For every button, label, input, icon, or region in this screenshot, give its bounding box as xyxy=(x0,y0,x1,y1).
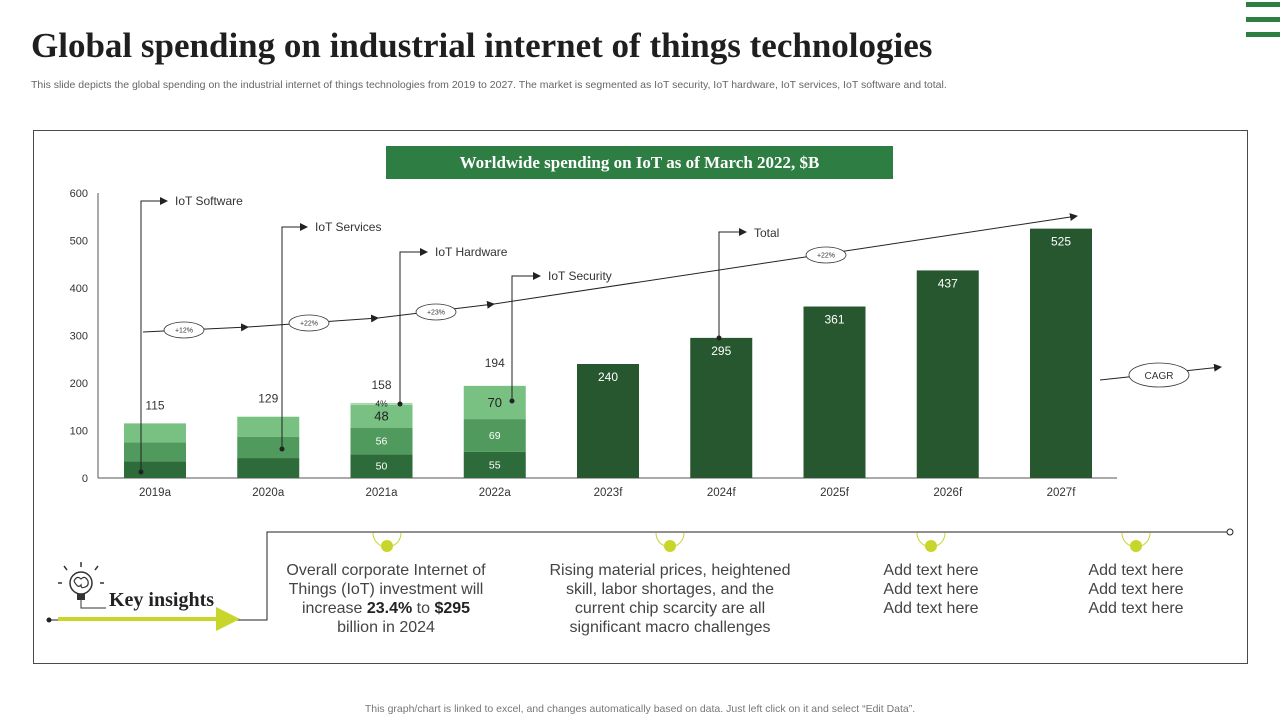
y-tick-label: 600 xyxy=(70,188,88,200)
callout-label: IoT Security xyxy=(548,269,612,283)
y-tick-label: 400 xyxy=(70,283,88,295)
menu-icon xyxy=(1246,2,1280,47)
insight-3: Add text here Add text here Add text here xyxy=(883,562,979,617)
callout-line xyxy=(140,197,168,472)
page-subtitle: This slide depicts the global spending o… xyxy=(31,79,947,91)
marker-dot xyxy=(925,540,937,552)
brain-bulb-icon xyxy=(58,562,106,609)
insight-4: Add text here Add text here Add text here xyxy=(1088,562,1184,617)
bar-segment xyxy=(463,385,526,420)
bar-segment xyxy=(350,404,413,428)
callout-dot xyxy=(138,469,144,475)
callout-dot xyxy=(509,398,515,404)
x-tick-label: 2022a xyxy=(479,487,512,499)
bar xyxy=(577,364,639,478)
growth-badge xyxy=(288,314,330,332)
y-tick-label: 300 xyxy=(70,331,88,343)
callout-line xyxy=(281,223,308,449)
y-tick-label: 500 xyxy=(70,236,88,248)
x-tick-label: 2026f xyxy=(933,487,963,499)
trend-arrow xyxy=(493,213,1078,305)
insight-1: Overall corporate Internet of Things (Io… xyxy=(286,562,486,636)
bar-total-label: 129 xyxy=(258,392,278,406)
cagr-label: CAGR xyxy=(1145,371,1174,382)
bar-total-label: 437 xyxy=(938,276,958,290)
chart-panel xyxy=(33,130,1248,664)
bar-segment xyxy=(350,427,413,455)
bar xyxy=(1030,228,1092,478)
bar-segment xyxy=(237,458,300,478)
segment-label: 70 xyxy=(488,395,502,410)
growth-rate-label: +22% xyxy=(300,321,318,328)
callout-dot xyxy=(397,401,403,407)
footer-note: This graph/chart is linked to excel, and… xyxy=(364,703,916,715)
cagr-badge xyxy=(1128,362,1190,388)
growth-rate-label: +22% xyxy=(817,253,835,260)
callout-line xyxy=(511,272,541,401)
x-tick-label: 2023f xyxy=(594,487,624,499)
timeline-start-dot xyxy=(46,617,52,623)
bar-total-label: 361 xyxy=(824,313,844,327)
bar-segment xyxy=(237,416,300,437)
callout-line xyxy=(399,248,428,404)
bar-segment xyxy=(124,423,186,443)
bar-total-label: 240 xyxy=(598,370,618,384)
x-tick-label: 2019a xyxy=(139,487,172,499)
bar-segment xyxy=(350,454,413,478)
y-tick-label: 200 xyxy=(70,378,88,390)
bar-segment xyxy=(237,436,300,459)
x-tick-label: 2021a xyxy=(366,487,399,499)
callout-label: IoT Hardware xyxy=(435,245,508,259)
x-tick-label: 2027f xyxy=(1047,487,1077,499)
callout-label: IoT Software xyxy=(175,194,243,208)
y-tick-label: 100 xyxy=(70,426,88,438)
segment-label: 56 xyxy=(376,435,388,447)
callout-label: IoT Services xyxy=(315,220,381,234)
segment-label: 50 xyxy=(376,461,388,473)
bar-segment xyxy=(463,451,526,478)
segment-label: 48 xyxy=(374,409,388,424)
growth-badge xyxy=(805,246,847,264)
x-tick-label: 2020a xyxy=(252,487,285,499)
marker-dot xyxy=(1130,540,1142,552)
y-tick-label: 0 xyxy=(82,473,88,485)
timeline-end-dot xyxy=(1226,528,1234,536)
callout-dot xyxy=(279,446,285,452)
bar-segment xyxy=(463,419,526,452)
marker-dot xyxy=(381,540,393,552)
bar xyxy=(916,270,979,478)
growth-rate-label: +12% xyxy=(175,328,193,335)
page-title: Global spending on industrial internet o… xyxy=(31,26,933,65)
bar xyxy=(803,306,866,478)
bar-total-label: 525 xyxy=(1051,235,1071,249)
bar-total-label: 158 xyxy=(371,378,391,392)
marker-dot xyxy=(664,540,676,552)
segment-label: 69 xyxy=(489,430,501,442)
x-tick-label: 2024f xyxy=(707,487,737,499)
x-tick-label: 2025f xyxy=(820,487,850,499)
callout-label: Total xyxy=(754,226,779,240)
callout-dot xyxy=(716,335,722,341)
key-insights-label: Key insights xyxy=(109,589,215,611)
growth-badge xyxy=(415,303,457,321)
growth-rate-label: +23% xyxy=(427,310,445,317)
bar-segment xyxy=(124,461,186,478)
insight-2: Rising material prices, heightened skill… xyxy=(549,562,791,636)
segment-label: 55 xyxy=(489,459,501,471)
callout-line xyxy=(718,228,747,338)
chart-title: Worldwide spending on IoT as of March 20… xyxy=(386,146,893,179)
bar-segment xyxy=(350,402,413,405)
segment-label: 4% xyxy=(375,399,388,409)
bar-segment xyxy=(124,442,186,462)
bar-total-label: 295 xyxy=(711,344,731,358)
bar xyxy=(690,337,753,478)
bar-total-label: 194 xyxy=(485,356,505,370)
growth-badge xyxy=(163,321,205,339)
bar-total-label: 115 xyxy=(145,398,164,412)
